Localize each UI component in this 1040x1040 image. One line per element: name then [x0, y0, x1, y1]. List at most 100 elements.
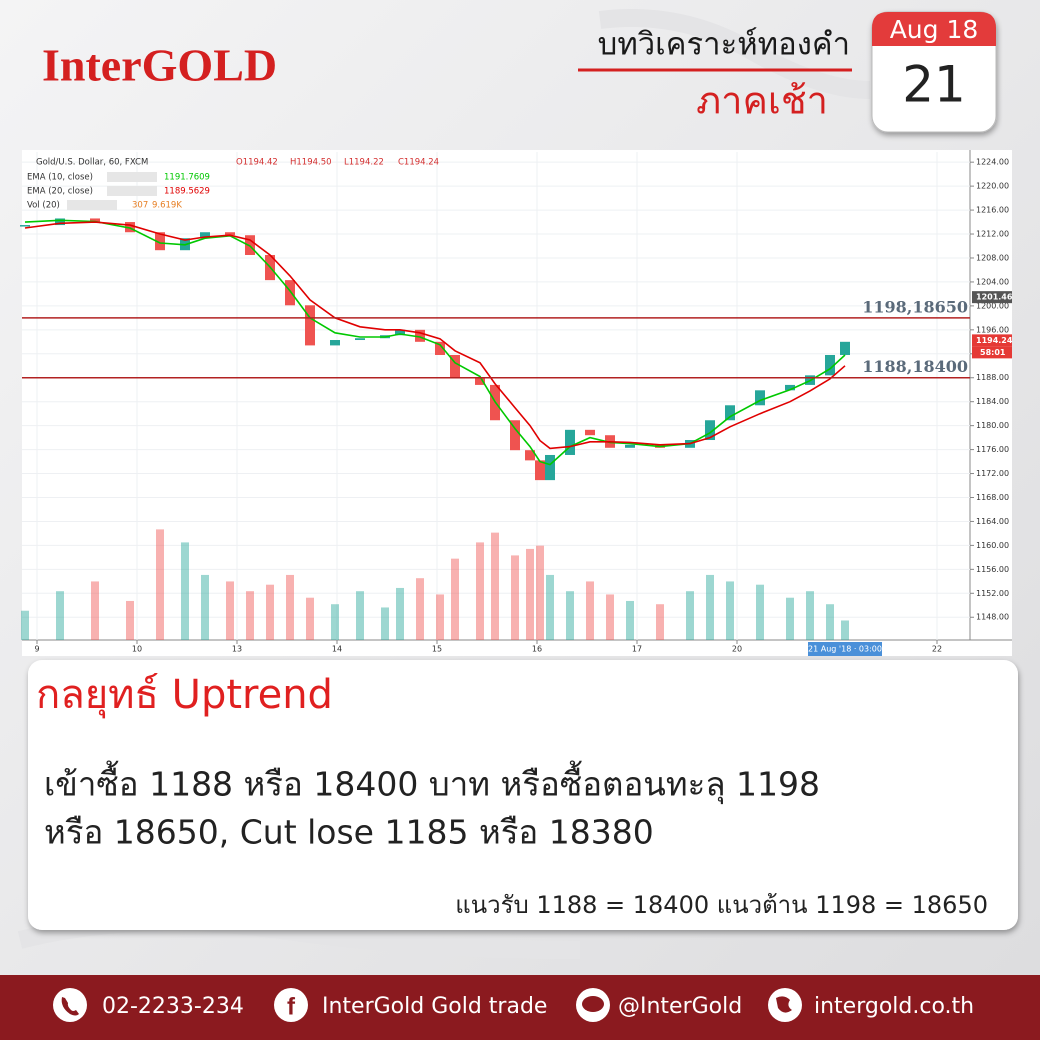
- volume-bar: [491, 532, 499, 640]
- volume-bar: [56, 591, 64, 640]
- candle: [625, 444, 635, 448]
- price-tag: [972, 291, 1012, 304]
- volume-bar: [416, 578, 424, 640]
- volume-bar: [786, 597, 794, 640]
- candle: [55, 218, 65, 226]
- y-tick-label: 1208.00: [976, 253, 1009, 262]
- volume-bar: [756, 584, 764, 640]
- volume-bar: [826, 604, 834, 640]
- price-tag-label: 1194.24: [976, 336, 1013, 345]
- y-tick-label: 1220.00: [976, 182, 1009, 191]
- volume-bar: [381, 607, 389, 640]
- cursor-label: 21 Aug '18 · 03:00: [808, 645, 882, 654]
- x-tick-label: 22: [932, 645, 942, 654]
- calendar-month: Aug 18: [890, 15, 979, 44]
- phone-icon: [53, 988, 87, 1022]
- legend-value: 1191.7609: [164, 173, 210, 183]
- y-tick-label: 1184.00: [976, 397, 1009, 406]
- volume-bar: [806, 591, 814, 640]
- volume-bar: [181, 542, 189, 640]
- candle: [200, 232, 210, 239]
- candle: [725, 405, 735, 421]
- candle: [510, 420, 520, 451]
- candle: [20, 225, 30, 227]
- y-tick-label: 1172.00: [976, 469, 1009, 478]
- candle: [475, 378, 485, 385]
- level-label: 1198,18650: [862, 297, 968, 316]
- footer-line[interactable]: @InterGold: [618, 994, 742, 1019]
- countdown-label: 58:01: [980, 348, 1006, 357]
- line-glyph: [582, 996, 604, 1012]
- strategy-title: กลยุทธ์ Uptrend: [36, 672, 333, 719]
- volume-bar: [126, 600, 134, 640]
- volume-bar: [436, 594, 444, 640]
- volume-bar: [546, 574, 554, 640]
- web-glyph: [776, 996, 792, 1013]
- volume-bar: [91, 581, 99, 640]
- ohlc-value: O1194.42: [236, 158, 278, 168]
- candle: [90, 218, 100, 223]
- y-tick-label: 1204.00: [976, 277, 1009, 286]
- y-tick-label: 1212.00: [976, 230, 1009, 239]
- facebook-icon: [274, 988, 308, 1022]
- price-tag-label: 1201.46: [976, 293, 1013, 302]
- y-tick-label: 1148.00: [976, 613, 1009, 622]
- volume-bar: [726, 581, 734, 640]
- volume-bar: [511, 555, 519, 640]
- title: บทวิเคราะห์ทองคำ: [598, 27, 850, 63]
- legend-value: 1189.5629: [164, 187, 210, 197]
- volume-bar: [201, 574, 209, 640]
- facebook-glyph: f: [287, 993, 296, 1020]
- symbol: Gold/U.S. Dollar, 60, FXCM: [36, 158, 148, 168]
- countdown-tag: [972, 346, 1012, 359]
- y-tick-label: 1168.00: [976, 493, 1009, 502]
- candle: [825, 354, 835, 376]
- legend-name: Vol (20): [27, 201, 60, 211]
- y-tick-label: 1216.00: [976, 206, 1009, 215]
- candle: [395, 329, 405, 336]
- ema-line: [24, 219, 846, 466]
- volume-bar: [841, 620, 849, 640]
- candle: [285, 280, 295, 306]
- x-tick-label: 10: [132, 645, 142, 654]
- volume-bar: [156, 529, 164, 640]
- volume-bar: [476, 542, 484, 640]
- strategy-line: หรือ 18650, Cut lose 1185 หรือ 18380: [44, 813, 654, 852]
- ema-line: [24, 221, 846, 450]
- volume-bar: [331, 604, 339, 640]
- legend-buttons: [107, 186, 157, 196]
- volume-bar: [266, 584, 274, 640]
- volume-bar: [586, 581, 594, 640]
- footer-facebook[interactable]: InterGold Gold trade: [322, 994, 547, 1019]
- volume-bar: [451, 558, 459, 640]
- candle: [125, 222, 135, 233]
- x-tick-label: 14: [332, 645, 342, 654]
- volume-bar: [686, 591, 694, 640]
- volume-bar: [566, 591, 574, 640]
- volume-bar: [656, 604, 664, 640]
- y-tick-label: 1160.00: [976, 541, 1009, 550]
- volume-bar: [626, 600, 634, 640]
- volume-bar: [706, 574, 714, 640]
- y-tick-label: 1180.00: [976, 421, 1009, 430]
- candle: [840, 341, 850, 355]
- legend-name: EMA (10, close): [27, 173, 93, 183]
- footer-web[interactable]: intergold.co.th: [814, 994, 974, 1019]
- candle: [785, 384, 795, 391]
- calendar: [871, 11, 997, 133]
- x-tick-label: 15: [432, 645, 442, 654]
- candle: [225, 232, 235, 236]
- phone-glyph: [61, 997, 79, 1016]
- calendar-day: 21: [902, 56, 966, 114]
- footer-phone[interactable]: 02-2233-234: [102, 994, 244, 1019]
- ohlc-value: H1194.50: [290, 158, 332, 168]
- candle: [535, 460, 545, 481]
- strategy-box: [28, 660, 1018, 930]
- legend-name: EMA (20, close): [27, 187, 93, 197]
- x-tick-label: 17: [632, 645, 642, 654]
- candle: [330, 340, 340, 346]
- candle: [415, 329, 425, 342]
- y-tick-label: 1196.00: [976, 325, 1009, 334]
- candle: [755, 390, 765, 406]
